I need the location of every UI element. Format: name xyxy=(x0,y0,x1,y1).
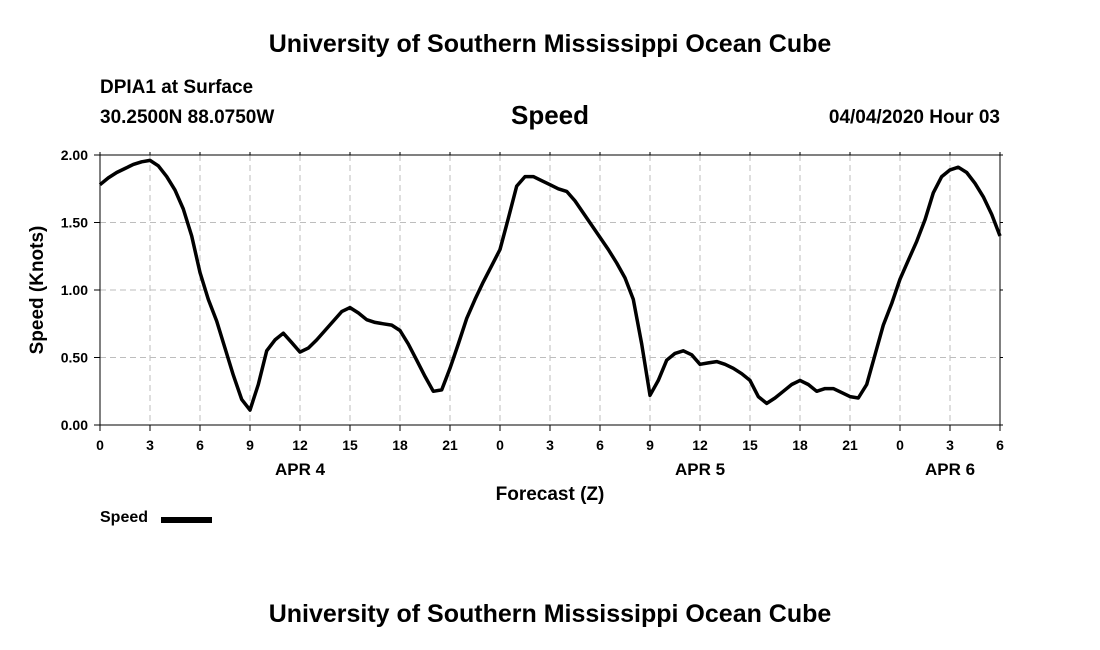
legend-label: Speed xyxy=(100,509,149,526)
day-labels: APR 4 APR 5 APR 6 xyxy=(275,460,975,479)
speed-chart: 0 3 6 9 12 15 18 21 0 3 6 9 12 15 18 21 0 3 6 0.00 0.50 1.00… xyxy=(27,147,1004,505)
y-tick-label: 2.00 xyxy=(61,147,88,163)
x-tick-label: 9 xyxy=(646,437,654,453)
x-tick-label: 0 xyxy=(96,437,104,453)
x-tick-label: 6 xyxy=(596,437,604,453)
datetime-label: 04/04/2020 Hour 03 xyxy=(828,107,1000,128)
x-axis-ticks: 0 3 6 9 12 15 18 21 0 3 6 9 12 15 18 21 0 3 6 xyxy=(96,152,1004,453)
x-tick-label: 18 xyxy=(792,437,808,453)
x-tick-label: 0 xyxy=(896,437,904,453)
coordinates-label: 30.2500N 88.0750W xyxy=(100,107,275,128)
legend-line-swatch xyxy=(161,517,212,523)
day-label: APR 6 xyxy=(925,460,975,479)
y-tick-label: 0.00 xyxy=(61,417,88,433)
x-tick-label: 3 xyxy=(146,437,154,453)
x-tick-label: 18 xyxy=(392,437,408,453)
grid-lines xyxy=(100,155,1000,425)
plot-title: Speed xyxy=(510,100,590,130)
x-tick-label: 6 xyxy=(996,437,1004,453)
x-tick-label: 21 xyxy=(442,437,458,453)
y-axis-label: Speed (Knots) xyxy=(27,226,48,355)
y-tick-label: 0.50 xyxy=(61,350,88,366)
day-label: APR 5 xyxy=(675,460,725,479)
y-axis-ticks: 0.00 0.50 1.00 1.50 2.00 xyxy=(61,147,1003,433)
x-tick-label: 9 xyxy=(246,437,254,453)
y-tick-label: 1.00 xyxy=(61,282,88,298)
x-tick-label: 12 xyxy=(292,437,308,453)
x-tick-label: 15 xyxy=(342,437,358,453)
x-axis-label: Forecast (Z) xyxy=(496,484,605,505)
day-label: APR 4 xyxy=(275,460,326,479)
banner-top: University of Southern Mississippi Ocean… xyxy=(268,30,832,58)
x-tick-label: 3 xyxy=(546,437,554,453)
y-tick-label: 1.50 xyxy=(61,215,88,231)
x-tick-label: 15 xyxy=(742,437,758,453)
x-tick-label: 3 xyxy=(946,437,954,453)
station-label: DPIA1 at Surface xyxy=(100,77,254,98)
speed-series-line xyxy=(98,158,1002,412)
banner-bottom: University of Southern Mississippi Ocean… xyxy=(268,600,832,628)
x-tick-label: 0 xyxy=(496,437,504,453)
x-tick-label: 6 xyxy=(196,437,204,453)
x-tick-label: 21 xyxy=(842,437,858,453)
x-tick-label: 12 xyxy=(692,437,708,453)
